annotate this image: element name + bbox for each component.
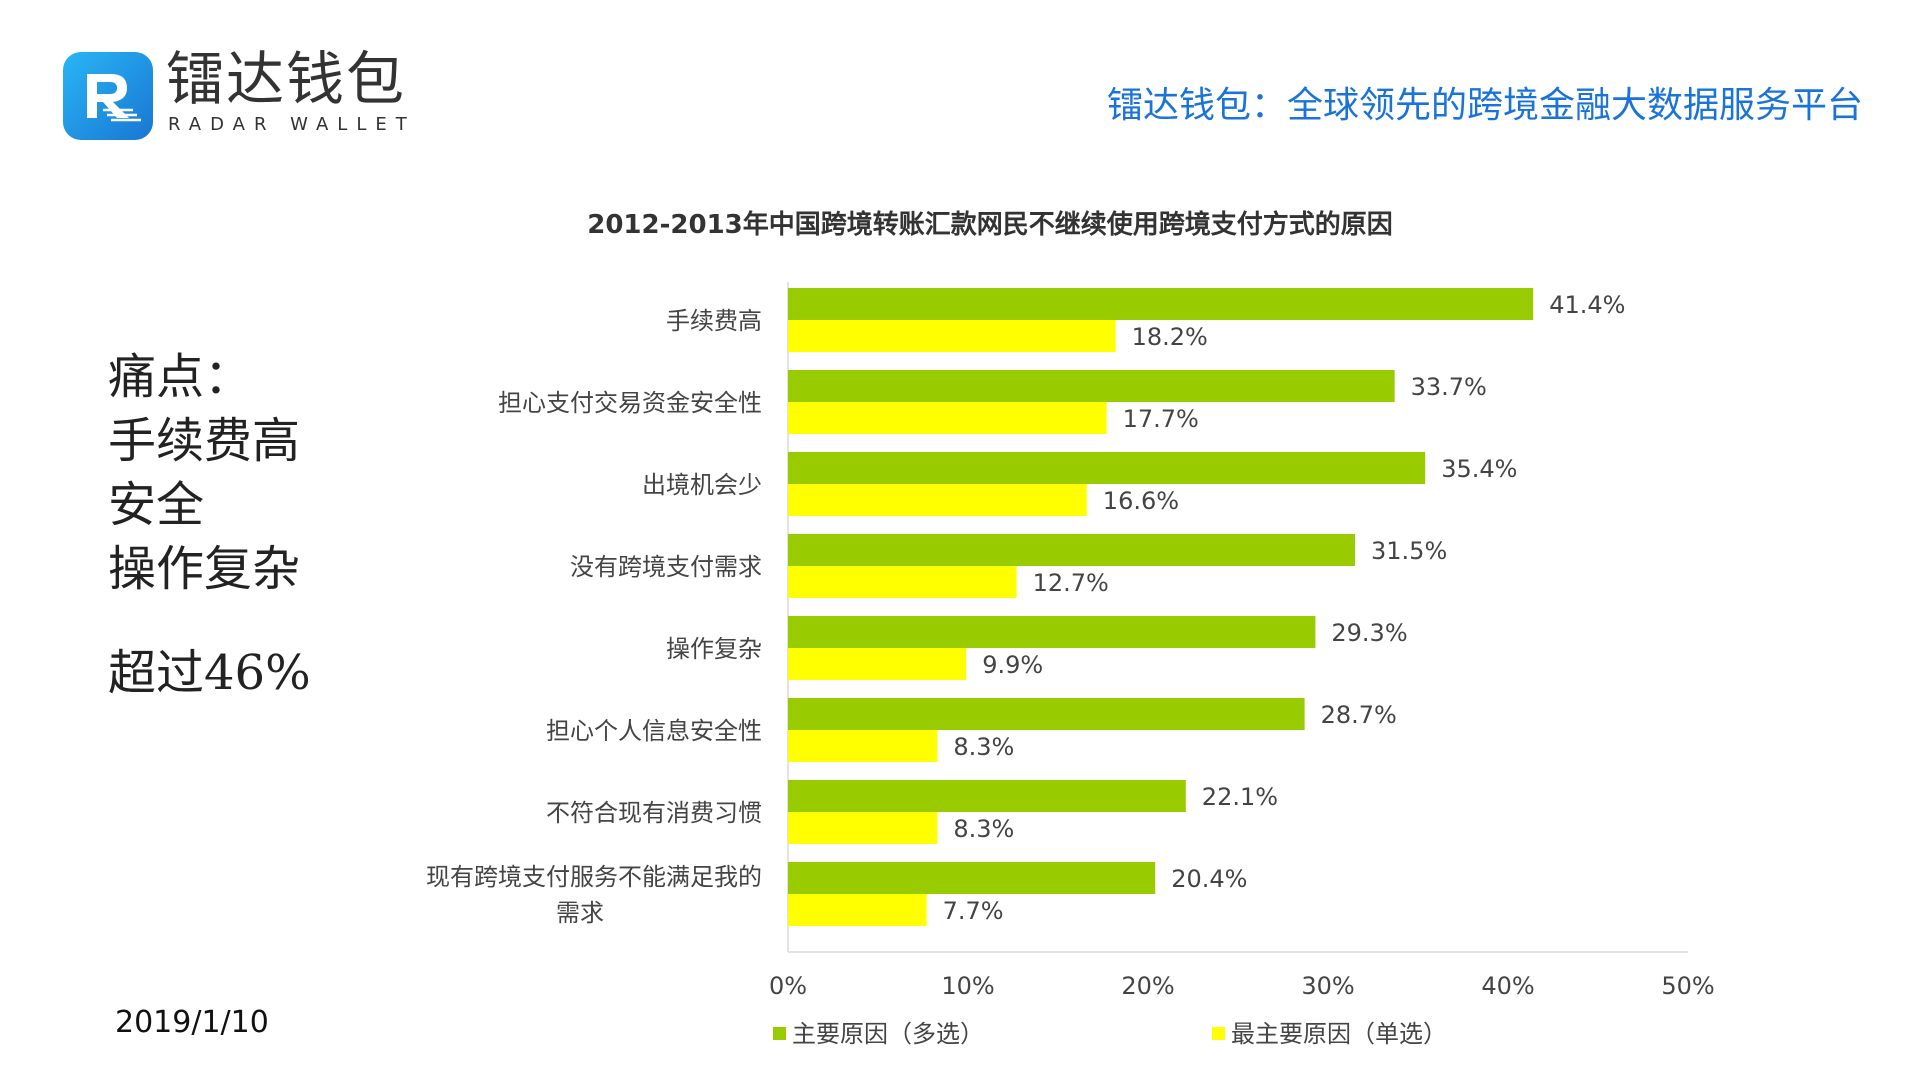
bar-primary-5	[788, 698, 1305, 730]
data-label-primary-3: 31.5%	[1371, 537, 1447, 565]
bar-secondary-7	[788, 894, 927, 926]
bar-secondary-6	[788, 812, 938, 844]
bar-secondary-5	[788, 730, 938, 762]
data-label-secondary-3: 12.7%	[1033, 569, 1109, 597]
pain-item-complex: 操作复杂	[108, 541, 301, 597]
legend-swatch-secondary	[1212, 1026, 1225, 1040]
brand-name-en: RADAR WALLET	[168, 114, 416, 135]
bar-secondary-1	[788, 402, 1107, 434]
bar-secondary-2	[788, 484, 1087, 516]
data-label-secondary-0: 18.2%	[1132, 323, 1208, 351]
x-tick-label-0: 0%	[769, 972, 807, 1000]
data-label-secondary-2: 16.6%	[1103, 487, 1179, 515]
slide-date: 2019/1/10	[115, 1005, 269, 1040]
legend-label-primary: 主要原因（多选）	[792, 1020, 984, 1048]
data-label-secondary-5: 8.3%	[953, 733, 1014, 761]
data-label-primary-1: 33.7%	[1411, 373, 1487, 401]
category-label-3: 没有跨境支付需求	[570, 553, 762, 581]
brand-name-cn: 镭达钱包	[166, 45, 407, 113]
bar-secondary-4	[788, 648, 967, 680]
data-label-primary-4: 29.3%	[1331, 619, 1407, 647]
legend-swatch-primary	[773, 1026, 786, 1040]
category-label-4: 操作复杂	[666, 635, 762, 663]
data-label-secondary-6: 8.3%	[953, 815, 1014, 843]
bar-secondary-0	[788, 320, 1116, 352]
data-label-secondary-7: 7.7%	[943, 897, 1004, 925]
pain-points-panel: 痛点： 手续费高 安全 操作复杂 超过46%	[108, 345, 311, 705]
data-label-primary-7: 20.4%	[1171, 865, 1247, 893]
data-label-primary-0: 41.4%	[1549, 291, 1625, 319]
data-label-primary-2: 35.4%	[1441, 455, 1517, 483]
data-label-primary-6: 22.1%	[1202, 783, 1278, 811]
data-label-primary-5: 28.7%	[1321, 701, 1397, 729]
logo-r-mark-icon	[87, 74, 141, 122]
category-label-5: 担心个人信息安全性	[546, 717, 762, 745]
bar-primary-7	[788, 862, 1156, 894]
category-label-0: 手续费高	[666, 307, 762, 335]
radar-wallet-logo	[63, 52, 153, 140]
bar-primary-6	[788, 780, 1186, 812]
bar-primary-4	[788, 616, 1316, 648]
pain-highlight: 超过46%	[108, 645, 311, 701]
legend-label-secondary: 最主要原因（单选）	[1231, 1020, 1447, 1048]
bar-secondary-3	[788, 566, 1017, 598]
data-label-secondary-1: 17.7%	[1123, 405, 1199, 433]
category-label-1: 担心支付交易资金安全性	[498, 389, 762, 417]
bar-primary-0	[788, 288, 1534, 320]
chart-title: 2012-2013年中国跨境转账汇款网民不继续使用跨境支付方式的原因	[587, 210, 1393, 240]
category-label-7-line-0: 现有跨境支付服务不能满足我的	[426, 863, 762, 891]
bar-primary-3	[788, 534, 1355, 566]
page-tagline: 镭达钱包：全球领先的跨境金融大数据服务平台	[1106, 85, 1863, 126]
category-label-6: 不符合现有消费习惯	[546, 799, 762, 827]
x-tick-label-2: 20%	[1121, 972, 1174, 1000]
x-tick-label-1: 10%	[941, 972, 994, 1000]
legend-item-primary: 主要原因（多选）	[773, 1022, 984, 1046]
data-label-secondary-4: 9.9%	[982, 651, 1043, 679]
bar-primary-1	[788, 370, 1395, 402]
pain-item-fees: 手续费高	[108, 413, 301, 469]
category-label-2: 出境机会少	[642, 471, 762, 499]
category-label-7-line-1: 需求	[556, 899, 604, 927]
x-tick-label-4: 40%	[1481, 972, 1534, 1000]
pain-title: 痛点：	[108, 349, 253, 405]
pain-item-safety: 安全	[108, 477, 205, 533]
bar-primary-2	[788, 452, 1426, 484]
legend-item-secondary: 最主要原因（单选）	[1212, 1022, 1447, 1046]
x-tick-label-5: 50%	[1661, 972, 1714, 1000]
x-tick-label-3: 30%	[1301, 972, 1354, 1000]
